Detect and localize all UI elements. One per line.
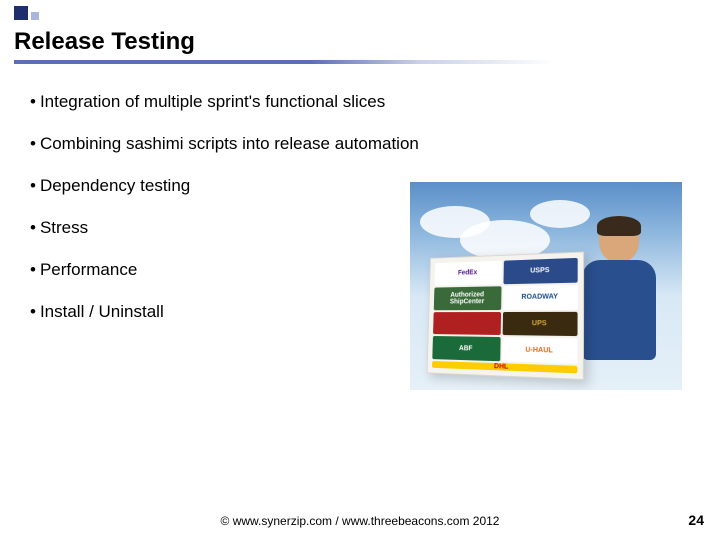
bullet-text: Integration of multiple sprint's functio… xyxy=(40,92,385,112)
person-hair xyxy=(597,216,641,236)
bullet-item: Combining sashimi scripts into release a… xyxy=(30,134,706,154)
carrier-logo: ROADWAY xyxy=(503,284,578,309)
page-number: 24 xyxy=(688,512,704,528)
bullet-text: Dependency testing xyxy=(40,176,190,196)
person-figure xyxy=(574,210,664,380)
carrier-logo xyxy=(433,312,501,336)
carrier-logo: ABF xyxy=(432,336,500,361)
carrier-logo: U-HAUL xyxy=(502,337,577,363)
carrier-logo: FedEx xyxy=(434,261,501,286)
decor-square-small xyxy=(31,12,39,20)
carrier-logo: UPS xyxy=(503,311,578,336)
shipping-box: FedExUSPSAuthorized ShipCenterROADWAYUPS… xyxy=(427,251,585,380)
bullet-text: Install / Uninstall xyxy=(40,302,164,322)
bullet-item: Integration of multiple sprint's functio… xyxy=(30,92,706,112)
bullet-text: Performance xyxy=(40,260,137,280)
header-squares xyxy=(0,0,720,20)
slide-title: Release Testing xyxy=(0,20,720,60)
decor-square-large xyxy=(14,6,28,20)
bullet-text: Stress xyxy=(40,218,88,238)
carrier-logo: Authorized ShipCenter xyxy=(434,286,502,310)
bullet-text: Combining sashimi scripts into release a… xyxy=(40,134,419,154)
person-body xyxy=(582,260,656,360)
carrier-logo: USPS xyxy=(503,258,577,284)
footer-text: © www.synerzip.com / www.threebeacons.co… xyxy=(0,514,720,528)
slide-image: FedExUSPSAuthorized ShipCenterROADWAYUPS… xyxy=(410,182,682,390)
